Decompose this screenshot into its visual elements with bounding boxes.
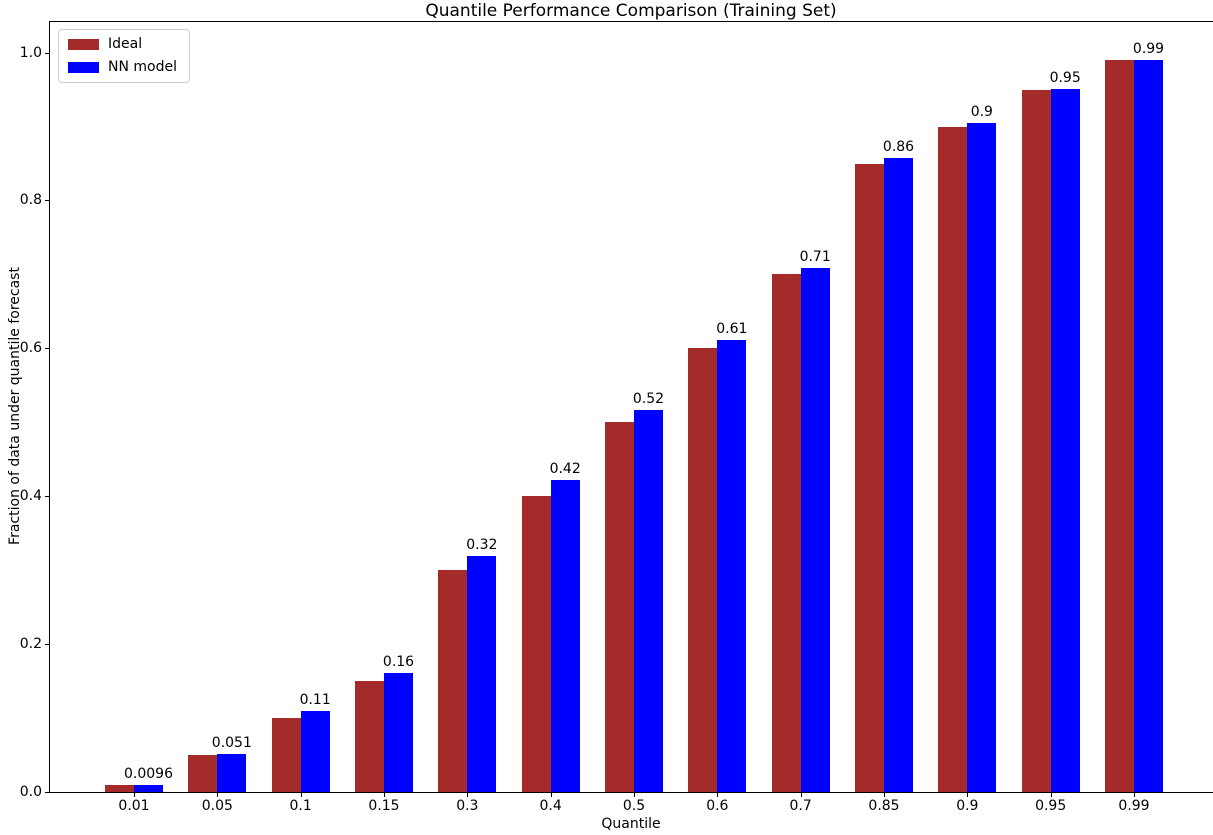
x-tick-mark [634,793,635,797]
x-tick-mark [800,793,802,797]
x-tick-mark [467,793,469,797]
bar-ideal-0.99 [1105,60,1134,792]
y-tick-mark [45,348,49,350]
y-tick-mark [45,200,49,202]
bar-value-label: 0.42 [549,460,581,477]
y-tick-label: 0.6 [19,340,42,357]
bar-value-label: 0.71 [799,248,831,265]
y-tick-label: 1.0 [19,44,42,61]
bar-value-label: 0.86 [882,139,915,156]
bar-ideal-0.3 [438,570,468,792]
x-tick-mark [550,793,552,797]
x-tick-label: 0.99 [1118,798,1150,814]
bar-nn-model-0.99 [1134,60,1163,792]
bar-ideal-0.1 [271,718,301,792]
x-tick-mark [300,793,302,797]
bar-ideal-0.7 [771,274,801,792]
y-tick-label: 0.8 [19,192,42,209]
x-tick-label: 0.5 [622,798,646,814]
bar-ideal-0.4 [521,496,551,792]
x-tick-mark [1134,793,1135,797]
bar-ideal-0.5 [605,422,634,792]
bar-nn-model-0.85 [884,158,913,792]
x-tick-label: 0.15 [368,798,400,814]
bar-value-label: 0.95 [1049,69,1081,86]
bar-ideal-0.15 [355,681,384,792]
bar-nn-model-0.4 [550,479,580,792]
bar-value-label: 0.9 [970,103,993,120]
x-tick-mark [884,793,885,797]
x-tick-label: 0.7 [789,798,812,814]
plot-area: 0.0 0.2 0.4 0.6 0.8 1.0 0.01 0.0096 0.05 0.051 0.1… [20,21,1213,814]
bar-nn-model-0.01 [134,784,163,792]
chart-title: Quantile Performance Comparison (Trainin… [425,1,837,21]
legend-entry-nn-model: NN model [68,60,177,75]
bar-value-label: 0.52 [632,391,665,408]
y-tick-label: 0.2 [19,636,42,653]
bar-nn-model-0.9 [967,122,997,792]
bar-ideal-0.6 [688,348,718,792]
bar-ideal-0.01 [105,784,134,792]
x-tick-label: 0.3 [456,798,479,814]
bar-value-label: 0.11 [299,692,331,709]
y-tick-label: 0.0 [19,784,42,800]
bar-nn-model-0.3 [467,556,497,792]
bar-value-label: 0.0096 [124,765,173,782]
x-axis-label: Quantile [601,816,661,832]
y-tick-mark [45,496,49,498]
x-tick-label: 0.1 [289,798,312,814]
bar-nn-model-0.7 [800,267,830,792]
bar-ideal-0.85 [855,163,884,792]
x-tick-label: 0.05 [201,798,233,814]
legend-swatch-nn-model [68,62,99,73]
x-tick-label: 0.9 [956,798,979,814]
bar-ideal-0.9 [938,126,968,792]
bar-nn-model-0.5 [634,410,663,792]
y-tick-label: 0.4 [19,488,42,505]
bar-nn-model-0.05 [217,754,247,792]
x-tick-mark [134,793,135,797]
x-tick-mark [1050,793,1052,797]
x-tick-mark [717,793,719,797]
legend-label-nn-model: NN model [108,59,177,75]
bar-value-label: 0.32 [466,537,498,554]
bar-nn-model-0.95 [1050,88,1080,792]
bar-ideal-0.05 [188,755,218,792]
x-tick-label: 0.4 [539,798,562,814]
x-tick-mark [384,793,385,797]
legend-entry-ideal: Ideal [68,37,177,52]
bar-nn-model-0.6 [717,340,747,792]
legend-label-ideal: Ideal [108,36,143,52]
bar-nn-model-0.1 [300,711,330,792]
x-tick-mark [217,793,219,797]
x-tick-label: 0.85 [868,798,900,814]
x-tick-mark [967,793,969,797]
bar-ideal-0.95 [1021,89,1051,792]
bar-value-label: 0.16 [382,653,415,670]
bar-nn-model-0.15 [384,672,413,792]
legend: Ideal NN model [58,29,190,83]
legend-swatch-ideal [68,39,99,50]
y-tick-mark [45,792,49,793]
x-tick-label: 0.6 [706,798,729,814]
x-tick-label: 0.01 [118,798,150,814]
y-tick-mark [45,644,49,646]
bar-value-label: 0.051 [211,735,252,752]
bar-value-label: 0.99 [1132,41,1165,58]
bar-value-label: 0.61 [716,321,748,338]
y-tick-mark [45,52,49,54]
x-tick-label: 0.95 [1035,798,1067,814]
